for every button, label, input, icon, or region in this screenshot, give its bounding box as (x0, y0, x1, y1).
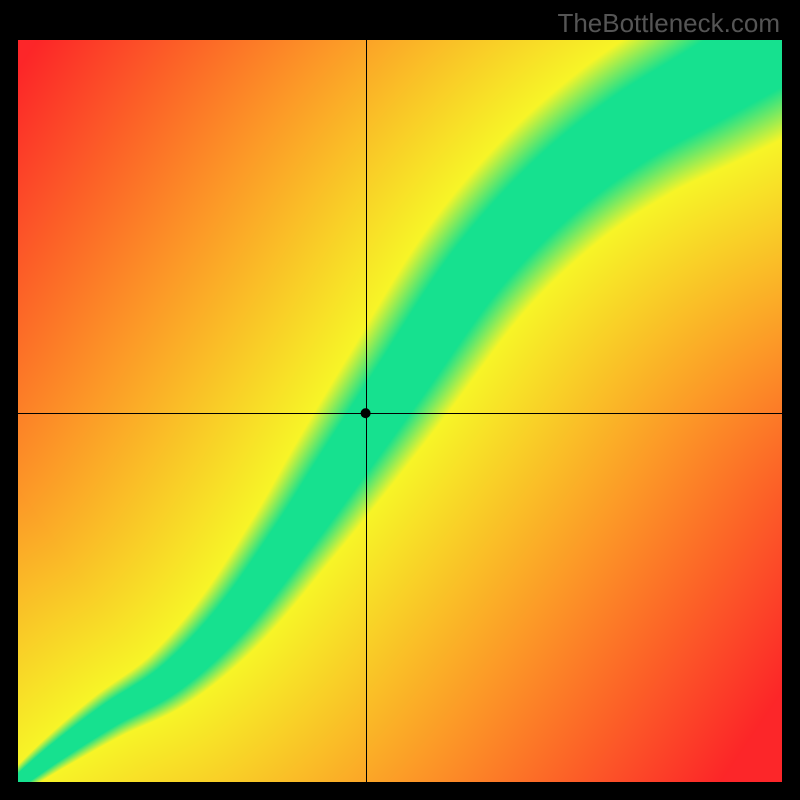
bottleneck-heatmap (0, 0, 800, 800)
chart-container: TheBottleneck.com (0, 0, 800, 800)
watermark-text: TheBottleneck.com (557, 8, 780, 39)
